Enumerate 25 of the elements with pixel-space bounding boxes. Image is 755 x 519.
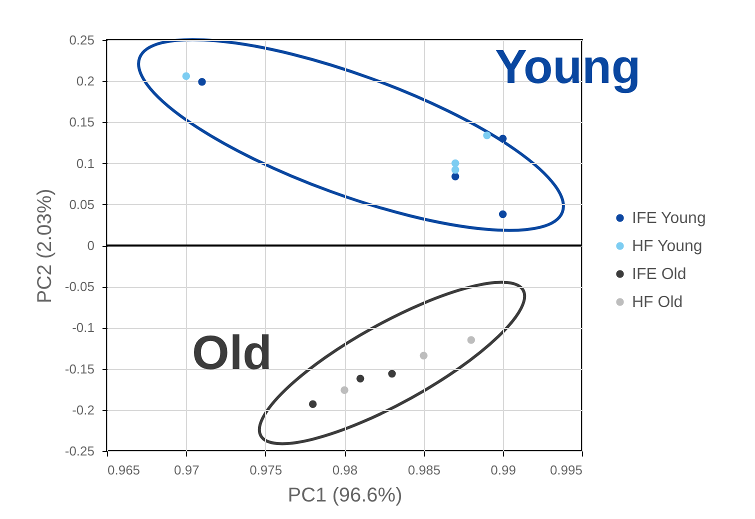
- x-tick-label: 0.98: [332, 462, 358, 478]
- x-tick-label: 0.995: [550, 462, 582, 478]
- y-tick-label: -0.25: [64, 444, 94, 458]
- y-tick-label: -0.05: [64, 279, 94, 294]
- x-tick-label: 0.985: [408, 462, 440, 478]
- legend-label: IFE Young: [632, 210, 706, 227]
- y-tick-label: -0.2: [72, 402, 94, 418]
- annotation: Old: [192, 327, 272, 380]
- y-tick-label: 0.05: [69, 196, 94, 212]
- legend-label: IFE Old: [632, 266, 686, 283]
- y-tick-label: -0.15: [64, 361, 94, 376]
- x-tick-label: 0.97: [174, 462, 200, 478]
- y-tick-label: 0.25: [69, 32, 94, 48]
- legend-label: HF Old: [632, 294, 683, 311]
- y-tick-label: 0.2: [76, 74, 94, 89]
- y-tick-label: 0.1: [76, 156, 94, 171]
- x-tick-label: 0.99: [490, 462, 516, 478]
- y-axis-title: PC2 (2.03%): [34, 188, 56, 304]
- x-tick-label: 0.975: [250, 462, 282, 478]
- y-tick-label: -0.1: [72, 320, 94, 336]
- x-tick-label: 0.965: [108, 462, 140, 478]
- y-tick-label: 0.15: [69, 114, 94, 130]
- x-axis-title: PC1 (96.6%): [288, 484, 402, 506]
- legend-label: HF Young: [632, 238, 702, 255]
- y-tick-label: 0: [87, 238, 94, 253]
